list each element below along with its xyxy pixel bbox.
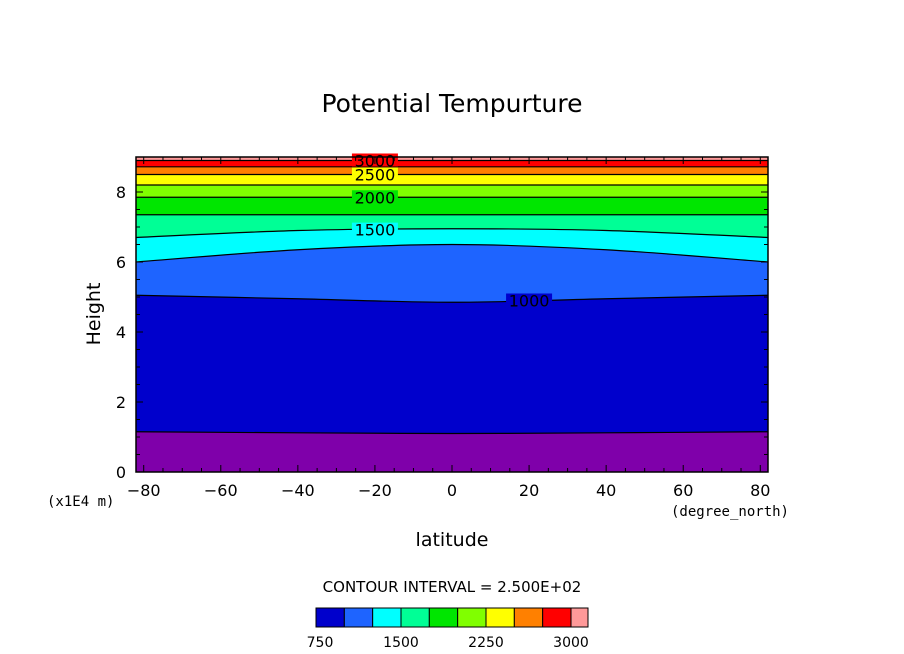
contour-line-1500 <box>135 228 769 239</box>
colorbar-cell <box>315 607 345 628</box>
contour-label-2500: 2500 <box>355 166 396 185</box>
contour-bands <box>136 157 768 473</box>
contour-label-1500: 1500 <box>355 221 396 240</box>
colorbar-cell <box>428 607 459 628</box>
colorbar <box>315 607 589 628</box>
colorbar-label: 1500 <box>383 635 419 651</box>
x-axis-units: (degree_north) <box>671 504 789 520</box>
contour-label-2000: 2000 <box>355 188 396 207</box>
colorbar-label: 2250 <box>468 635 504 651</box>
y-tick-label: 8 <box>116 183 126 202</box>
colorbar-cell <box>457 607 487 628</box>
x-tick-label: 20 <box>519 481 539 500</box>
contour-label-1000: 1000 <box>509 292 550 311</box>
contour-label-bg-2500 <box>351 167 398 181</box>
contour-line-1000 <box>135 294 769 303</box>
y-tick-label: 2 <box>116 393 126 412</box>
x-axis-label: latitude <box>416 529 489 551</box>
contour-label-bg-1500 <box>351 222 398 236</box>
x-tick-label: 40 <box>596 481 616 500</box>
y-tick-label: 6 <box>116 253 126 272</box>
colorbar-labels: 750 1500 2250 3000 <box>307 635 589 651</box>
colorbar-cell <box>400 607 430 628</box>
contour-interval-text: CONTOUR INTERVAL = 2.500E+02 <box>323 578 582 596</box>
chart-title: Potential Tempurture <box>322 89 583 118</box>
contour-label-bg-2000 <box>351 190 398 204</box>
colorbar-label: 750 <box>307 635 334 651</box>
x-tick-label: −60 <box>204 481 238 500</box>
contour-line-750 <box>135 431 769 435</box>
x-tick-label: −40 <box>281 481 315 500</box>
x-tick-label: −20 <box>358 481 392 500</box>
x-tick-label: 0 <box>447 481 457 500</box>
y-axis-label: Height <box>83 283 105 346</box>
contour-band-750 <box>136 431 768 472</box>
y-axis-ticks: 0 2 4 6 8 <box>116 156 768 482</box>
colorbar-label: 3000 <box>553 635 589 651</box>
contour-line-1250 <box>135 243 769 263</box>
colorbar-cell <box>570 607 589 628</box>
y-axis-units: (x1E4 m) <box>47 494 114 510</box>
y-tick-label: 0 <box>116 463 126 482</box>
contour-band-1000 <box>136 295 768 472</box>
colorbar-cell <box>372 607 402 628</box>
colorbar-cell <box>542 607 572 628</box>
y-tick-label: 4 <box>116 323 126 342</box>
colorbar-cell <box>343 607 374 628</box>
x-axis-ticks: −80 −60 −40 −20 0 20 40 60 80 <box>127 157 770 500</box>
contour-label-bg-1000 <box>506 293 553 307</box>
x-tick-label: −80 <box>127 481 161 500</box>
x-tick-label: 60 <box>673 481 693 500</box>
colorbar-cell <box>485 607 515 628</box>
colorbar-cell <box>513 607 544 628</box>
x-tick-label: 80 <box>750 481 770 500</box>
contour-lines <box>135 159 769 435</box>
